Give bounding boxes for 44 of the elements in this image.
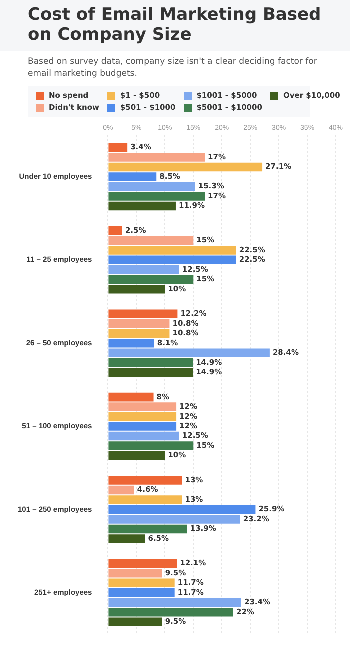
bar bbox=[108, 202, 176, 211]
bar bbox=[108, 368, 194, 378]
bar bbox=[108, 246, 236, 255]
bar bbox=[108, 578, 175, 588]
bar bbox=[108, 329, 170, 338]
bar bbox=[108, 153, 206, 162]
bar bbox=[108, 432, 180, 441]
bar bbox=[108, 534, 146, 544]
chart-title: Cost of Email Marketing Based on Company Size bbox=[28, 5, 322, 46]
bar bbox=[108, 226, 122, 236]
bar bbox=[108, 192, 206, 201]
bar bbox=[108, 236, 194, 246]
bar bbox=[108, 275, 194, 284]
bar bbox=[108, 348, 270, 358]
bar bbox=[108, 172, 157, 182]
bar bbox=[108, 569, 162, 578]
bar bbox=[108, 618, 162, 627]
chart-subtitle: Based on survey data, company size isn't a clear deciding factor for email marketing budgets. bbox=[27, 56, 318, 81]
bar bbox=[108, 608, 234, 617]
bar bbox=[108, 451, 166, 460]
bar bbox=[108, 358, 194, 368]
bar bbox=[108, 412, 177, 422]
bar bbox=[108, 256, 236, 265]
bar bbox=[108, 402, 177, 412]
bar bbox=[108, 266, 180, 274]
bar bbox=[108, 339, 154, 348]
bar bbox=[108, 310, 178, 319]
bar bbox=[108, 476, 182, 485]
bar bbox=[108, 182, 196, 192]
bar bbox=[108, 515, 240, 524]
bar bbox=[108, 320, 170, 328]
bar bbox=[108, 505, 256, 514]
bar bbox=[108, 559, 178, 568]
bar bbox=[108, 524, 188, 534]
bar bbox=[108, 496, 182, 504]
bar bbox=[108, 162, 263, 172]
bar bbox=[108, 598, 242, 608]
bar bbox=[108, 392, 154, 402]
bar bbox=[108, 442, 194, 450]
bar bbox=[108, 143, 128, 152]
bar bbox=[108, 285, 166, 294]
bar bbox=[108, 422, 177, 431]
bar bbox=[108, 588, 175, 598]
bar bbox=[108, 486, 134, 495]
